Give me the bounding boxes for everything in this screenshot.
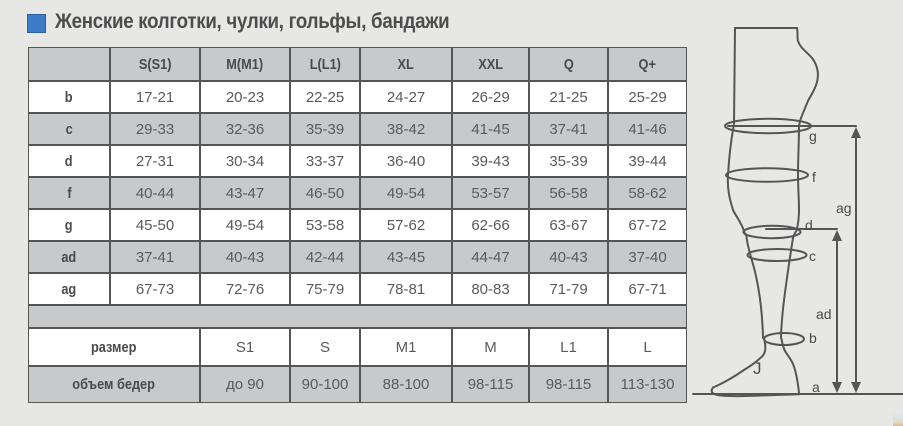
- svg-text:b: b: [809, 330, 817, 346]
- svg-text:J: J: [753, 359, 762, 378]
- svg-text:a: a: [812, 379, 820, 395]
- svg-text:ad: ad: [816, 306, 832, 322]
- svg-text:g: g: [809, 128, 817, 144]
- svg-text:f: f: [812, 169, 816, 185]
- svg-text:c: c: [809, 248, 816, 264]
- svg-text:ag: ag: [836, 200, 852, 216]
- svg-text:d: d: [805, 217, 813, 233]
